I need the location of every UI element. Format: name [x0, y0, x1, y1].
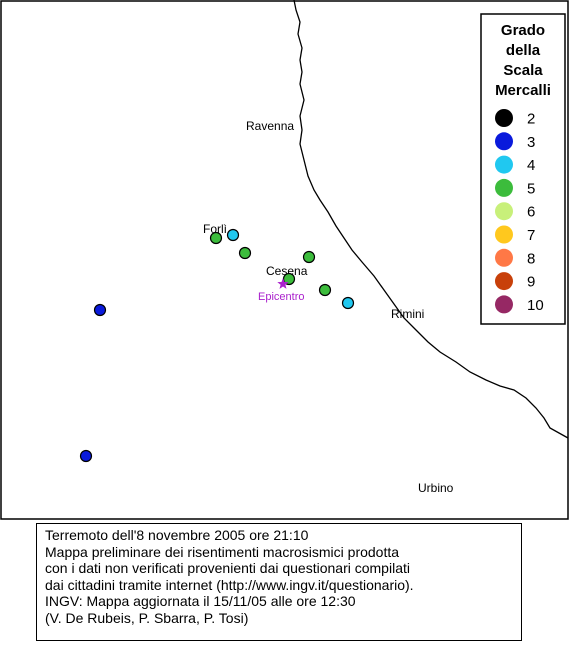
legend-grade-label: 4 [527, 157, 535, 174]
legend-swatch [495, 178, 513, 197]
city-label: Ravenna [246, 119, 294, 133]
observation-point [226, 228, 240, 242]
legend-grade-label: 5 [527, 180, 535, 197]
caption-line: dai cittadini tramite internet (http://w… [45, 576, 414, 593]
coastline [293, 0, 569, 439]
legend-swatch [495, 155, 513, 174]
legend-title-line: Scala [503, 62, 543, 79]
legend-title-line: della [506, 42, 541, 59]
legend-grade-label: 6 [527, 204, 535, 221]
city-label: Rimini [391, 307, 424, 321]
legend-grade-label: 7 [527, 227, 535, 244]
legend-box [480, 13, 566, 325]
epicenter-label: Epicentro [258, 291, 304, 303]
observation-point [238, 246, 252, 260]
caption-box: Terremoto dell'8 novembre 2005 ore 21:10… [36, 523, 522, 641]
legend-swatch [495, 132, 513, 151]
legend: Grado della Scala Mercalli 2 3 4 5 6 7 8 9 10 [480, 13, 566, 325]
observation-point [318, 283, 332, 297]
observation-point [93, 303, 107, 317]
legend-swatch [495, 295, 513, 314]
intensity-map: Ravenna Forlì Cesena Rimini Urbino Epicentro… [0, 0, 569, 520]
legend-swatch [495, 109, 513, 127]
caption-line: con i dati non verificati provenienti da… [45, 560, 410, 576]
observation-point [209, 231, 223, 245]
legend-grade-label: 3 [527, 134, 535, 151]
caption-line: INGV: Mappa aggiornata il 15/11/05 alle … [45, 593, 356, 609]
legend-grade-label: 2 [527, 111, 535, 128]
legend-swatch [495, 248, 513, 267]
caption-line: Mappa preliminare dei risentimenti macro… [45, 543, 400, 560]
legend-grade-label: 10 [527, 297, 544, 314]
legend-swatch [495, 202, 513, 221]
epicenter-star-icon [277, 278, 289, 289]
city-label: Forlì [203, 222, 227, 236]
legend-grade-label: 9 [527, 274, 535, 291]
observation-point [302, 250, 316, 264]
legend-title-line: Grado [501, 22, 545, 39]
legend-grade-label: 8 [527, 250, 535, 267]
legend-title-line: Mercalli [495, 82, 551, 99]
observation-point [79, 449, 93, 463]
legend-swatch [495, 225, 513, 244]
observation-point [341, 296, 355, 310]
city-label: Cesena [266, 264, 308, 278]
map-frame [0, 0, 569, 520]
legend-swatch [495, 272, 513, 291]
caption-line: Terremoto dell'8 novembre 2005 ore 21:10 [45, 527, 309, 543]
city-label: Urbino [418, 481, 454, 495]
observation-point [282, 272, 296, 286]
caption-line: (V. De Rubeis, P. Sbarra, P. Tosi) [45, 609, 249, 626]
